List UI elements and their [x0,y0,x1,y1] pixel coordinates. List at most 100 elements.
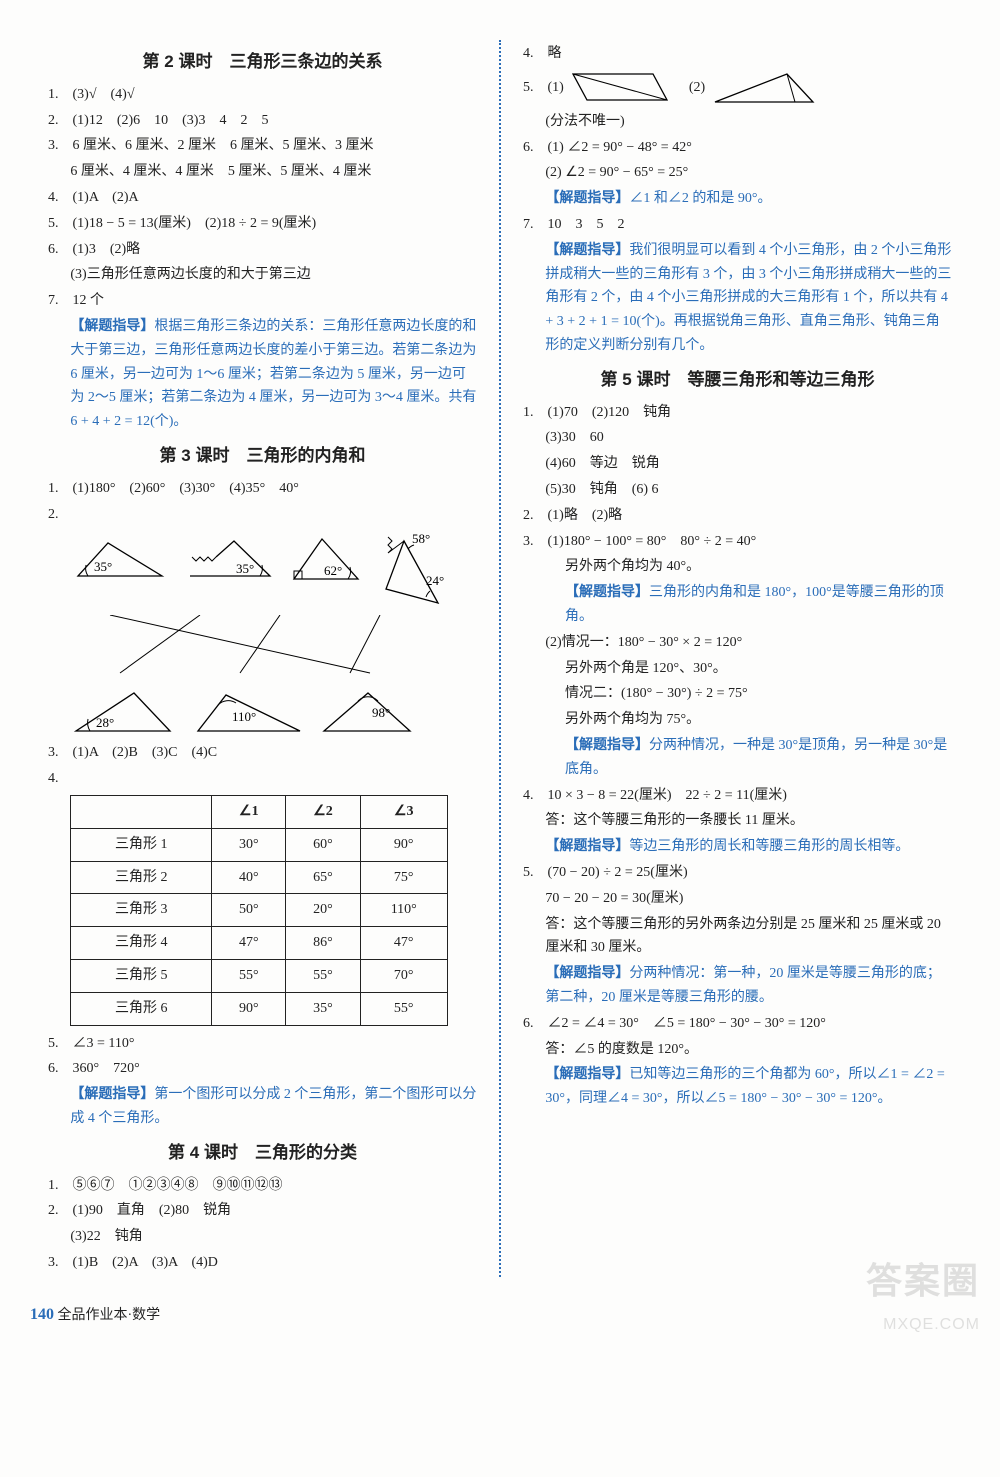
svg-text:62°: 62° [324,563,342,578]
triangle-35a-icon: 35° [70,531,170,586]
svg-text:110°: 110° [232,709,256,724]
q: 2. (1)12 (2)6 10 (3)3 4 2 5 [48,109,477,133]
q: 6 厘米、4 厘米、4 厘米 5 厘米、5 厘米、4 厘米 [48,160,477,184]
guide: 【解题指导】分两种情况：第一种，20 厘米是等腰三角形的底；第二种，20 厘米是… [523,962,952,1010]
q: 情况二：(180° − 30°) ÷ 2 = 75° [523,682,952,706]
q: 1. ⑤⑥⑦ ①②③④⑧ ⑨⑩⑪⑫⑬ [48,1174,477,1198]
svg-text:35°: 35° [236,561,254,576]
triangle-28-icon: 28° [70,687,180,737]
q5-row: 5. (1) (2) [523,68,952,108]
section-2-title: 第 2 课时 三角形三条边的关系 [48,48,477,77]
q: 答：∠5 的度数是 120°。 [523,1038,952,1062]
q: 5. ∠3 = 110° [48,1032,477,1056]
q: 70 − 20 − 20 = 30(厘米) [523,887,952,911]
footer-text: 全品作业本·数学 [58,1308,161,1323]
q: (2) ∠2 = 90° − 65° = 25° [523,161,952,185]
guide-label: 【解题指导】 [70,1087,154,1102]
guide: 【解题指导】已知等边三角形的三个角都为 60°，所以∠1 = ∠2 = 30°，… [523,1063,952,1111]
q: 另外两个角均为 75°。 [523,708,952,732]
svg-text:24°: 24° [426,573,444,588]
q: 答：这个等腰三角形的另外两条边分别是 25 厘米和 25 厘米或 20 厘米和 … [523,913,952,961]
q: 2. (1)略 (2)略 [523,504,952,528]
guide-label: 【解题指导】 [545,839,629,854]
q: 4. (1)A (2)A [48,186,477,210]
triangle-62-icon: 62° [288,531,366,586]
q: 4. [48,767,477,791]
guide-text: 等边三角形的周长和等腰三角形的周长相等。 [629,839,909,854]
q: (3)22 钝角 [48,1225,477,1249]
guide: 【解题指导】∠1 和∠2 的和是 90°。 [523,187,952,211]
q: 6. 360° 720° [48,1057,477,1081]
guide-text: ∠1 和∠2 的和是 90°。 [629,191,771,206]
guide: 【解题指导】等边三角形的周长和等腰三角形的周长相等。 [523,835,952,859]
angle-table: ∠1 ∠2 ∠3 三角形 130°60°90° 三角形 240°65°75° 三… [70,795,448,1026]
q: 4. 10 × 3 − 8 = 22(厘米) 22 ÷ 2 = 11(厘米) [523,784,952,808]
triangle-58-24-icon: 58° 24° [378,531,453,611]
guide-label: 【解题指导】 [70,319,154,334]
guide: 【解题指导】第一个图形可以分成 2 个三角形，第二个图形可以分成 4 个三角形。 [48,1083,477,1131]
parallelogram-split-icon [567,68,677,108]
q5-1-label: 5. (1) [523,80,564,95]
right-column: 4. 略 5. (1) (2) (分法不唯一) 6. (1) ∠2 = 90° … [505,40,970,1277]
svg-text:98°: 98° [372,705,390,720]
triangle-110-icon: 110° [192,687,307,737]
triangle-35b-icon: 35° [182,531,277,586]
q: 7. 12 个 [48,289,477,313]
guide-text: 我们很明显可以看到 4 个小三角形，由 2 个小三角形拼成稍大一些的三角形有 3… [545,243,951,353]
section-3-title: 第 3 课时 三角形的内角和 [48,442,477,471]
triangle-98-icon: 98° [318,687,418,737]
section-4-title: 第 4 课时 三角形的分类 [48,1139,477,1168]
q: 5. (1)18 − 5 = 13(厘米) (2)18 ÷ 2 = 9(厘米) [48,212,477,236]
q: 另外两个角均为 40°。 [523,555,952,579]
diagram-top-row: 35° 35° 62° 58° 24° [70,531,477,611]
q: 3. (1)180° − 100° = 80° 80° ÷ 2 = 40° [523,530,952,554]
diagram-cross-icon [70,615,477,684]
guide-label: 【解题指导】 [565,585,649,600]
q: 3. (1)A (2)B (3)C (4)C [48,741,477,765]
guide-label: 【解题指导】 [545,1067,629,1082]
page-footer: 140 全品作业本·数学 [30,1301,970,1328]
q: 3. 6 厘米、6 厘米、2 厘米 6 厘米、5 厘米、3 厘米 [48,134,477,158]
guide-label: 【解题指导】 [565,738,649,753]
th: ∠2 [286,795,360,828]
guide-text: 根据三角形三条边的关系：三角形任意两边长度的和大于第三边，三角形任意两边长度的差… [70,319,476,429]
q: 2. [48,503,477,527]
q: 2. (1)90 直角 (2)80 锐角 [48,1199,477,1223]
diagram-bottom-row: 28° 110° 98° [70,687,477,737]
guide: 【解题指导】根据三角形三条边的关系：三角形任意两边长度的和大于第三边，三角形任意… [48,315,477,434]
q: 1. (1)180° (2)60° (3)30° (4)35° 40° [48,477,477,501]
q: 1. (3)√ (4)√ [48,83,477,107]
th: ∠1 [212,795,286,828]
q5-2-label: (2) [689,80,705,95]
q: 1. (1)70 (2)120 钝角 [523,401,952,425]
q: (分法不唯一) [523,110,952,134]
q: (2)情况一：180° − 30° × 2 = 120° [523,631,952,655]
page-number: 140 [30,1306,54,1323]
q: (4)60 等边 锐角 [523,452,952,476]
q: (3)三角形任意两边长度的和大于第三边 [48,263,477,287]
q: (5)30 钝角 (6) 6 [523,478,952,502]
q: 6. (1)3 (2)略 [48,238,477,262]
guide-label: 【解题指导】 [545,966,629,981]
th: ∠3 [360,795,447,828]
th [71,795,212,828]
q: 3. (1)B (2)A (3)A (4)D [48,1251,477,1275]
q: 6. (1) ∠2 = 90° − 48° = 42° [523,136,952,160]
guide-label: 【解题指导】 [545,191,629,206]
guide: 【解题指导】三角形的内角和是 180°，100°是等腰三角形的顶角。 [523,581,952,629]
q: 7. 10 3 5 2 [523,213,952,237]
guide: 【解题指导】我们很明显可以看到 4 个小三角形，由 2 个小三角形拼成稍大一些的… [523,239,952,358]
q: 6. ∠2 = ∠4 = 30° ∠5 = 180° − 30° − 30° =… [523,1012,952,1036]
q: 4. 略 [523,42,952,66]
q: (3)30 60 [523,426,952,450]
left-column: 第 2 课时 三角形三条边的关系 1. (3)√ (4)√ 2. (1)12 (… [30,40,495,1277]
q: 答：这个等腰三角形的一条腰长 11 厘米。 [523,809,952,833]
triangle-split-icon [709,68,819,108]
svg-text:35°: 35° [94,559,112,574]
guide-label: 【解题指导】 [545,243,629,258]
section-5-title: 第 5 课时 等腰三角形和等边三角形 [523,366,952,395]
q: 另外两个角是 120°、30°。 [523,657,952,681]
svg-text:58°: 58° [412,531,430,546]
guide: 【解题指导】分两种情况，一种是 30°是顶角，另一种是 30°是底角。 [523,734,952,782]
svg-text:28°: 28° [96,715,114,730]
